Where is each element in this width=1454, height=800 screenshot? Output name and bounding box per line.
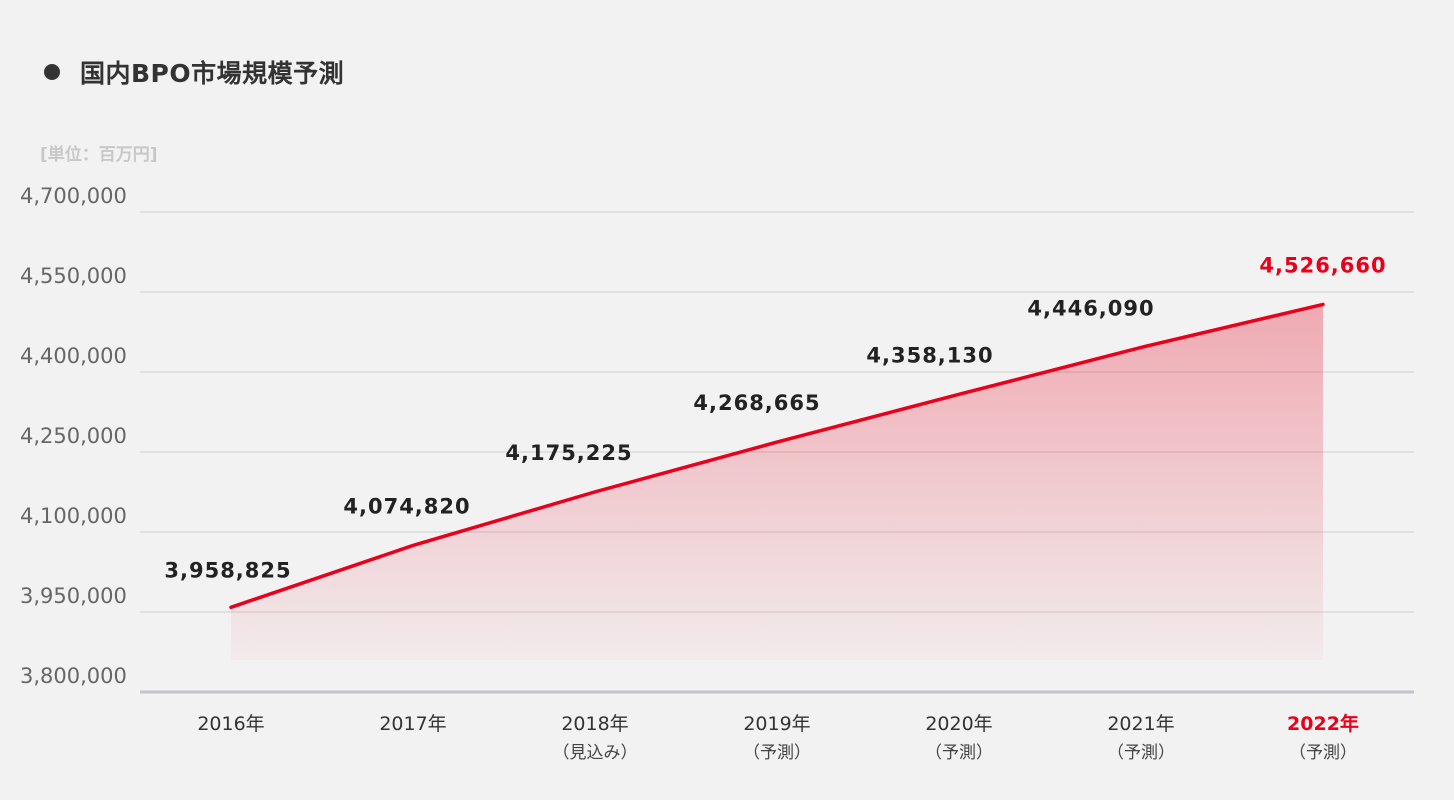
data-label: 4,074,820 bbox=[343, 494, 470, 518]
x-tick-label: 2017年 bbox=[379, 713, 446, 735]
x-tick-label: 2016年 bbox=[197, 713, 264, 735]
y-tick-label: 4,550,000 bbox=[20, 264, 127, 288]
chart-title-row: 国内BPO市場規模予測 bbox=[44, 52, 344, 92]
x-axis: 2016年 2017年 2018年 （見込み） 2019年 （予測） 2020年 （予測） 20… bbox=[197, 712, 1359, 763]
x-tick-note: （予測） bbox=[925, 743, 993, 763]
y-tick-label: 4,100,000 bbox=[20, 504, 127, 528]
y-axis: 4,700,000 4,550,000 4,400,000 4,250,000 4,10… bbox=[20, 184, 127, 688]
chart-title: 国内BPO市場規模予測 bbox=[80, 59, 345, 88]
x-tick-label: 2021年 bbox=[1107, 713, 1174, 735]
series-line bbox=[229, 302, 1325, 610]
y-tick-label: 4,700,000 bbox=[20, 184, 127, 208]
data-label: 4,268,665 bbox=[693, 391, 820, 415]
x-tick-note: （見込み） bbox=[553, 743, 638, 763]
data-label-layer: 3,958,825 4,074,820 4,175,225 4,268,665 4,35… bbox=[164, 253, 1386, 582]
y-tick-label: 3,800,000 bbox=[20, 664, 127, 688]
area-layer bbox=[231, 304, 1323, 660]
y-tick-label: 3,950,000 bbox=[20, 584, 127, 608]
data-label: 3,958,825 bbox=[164, 558, 291, 582]
x-tick-label: 2018年 bbox=[561, 713, 628, 735]
x-tick-note: （予測） bbox=[1289, 743, 1357, 763]
x-tick-label: 2019年 bbox=[743, 713, 810, 735]
line-layer bbox=[229, 302, 1325, 610]
bullet-icon bbox=[44, 64, 60, 80]
data-label: 4,526,660 bbox=[1259, 253, 1386, 277]
area-fill bbox=[231, 304, 1323, 660]
x-tick-label: 2020年 bbox=[925, 713, 992, 735]
data-label: 4,358,130 bbox=[866, 343, 993, 367]
x-tick-label: 2022年 bbox=[1287, 712, 1359, 735]
y-tick-label: 4,400,000 bbox=[20, 344, 127, 368]
x-tick-note: （予測） bbox=[743, 743, 811, 763]
data-label: 4,175,225 bbox=[505, 441, 632, 465]
y-tick-label: 4,250,000 bbox=[20, 424, 127, 448]
x-tick-note: （予測） bbox=[1107, 743, 1175, 763]
unit-label: [単位：百万円] bbox=[40, 145, 158, 165]
data-label: 4,446,090 bbox=[1027, 296, 1154, 320]
